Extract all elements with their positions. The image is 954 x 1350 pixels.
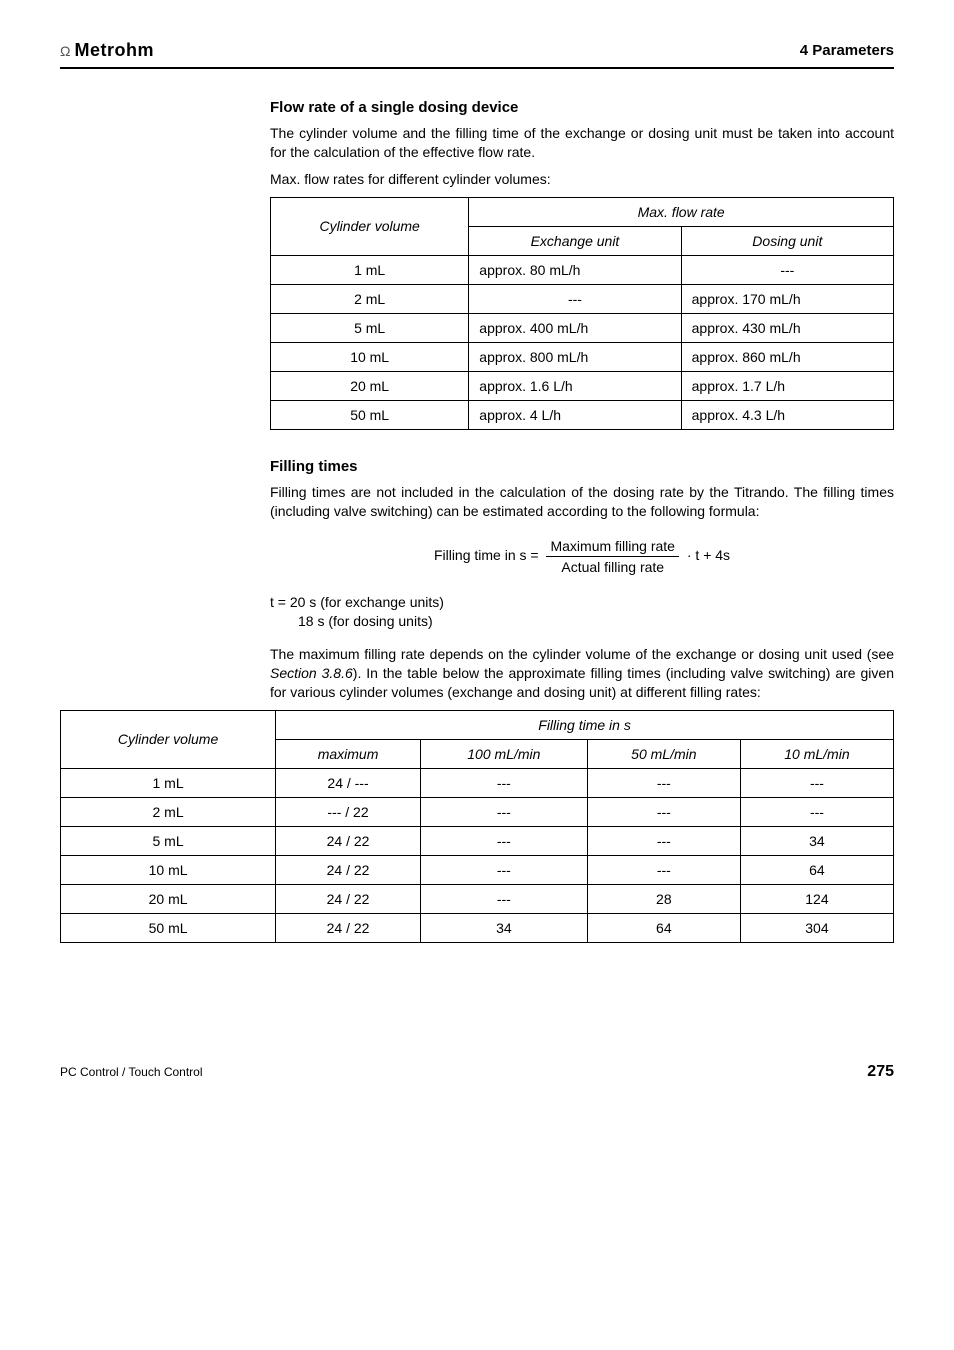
filling-time-table-wrap: Cylinder volume Filling time in s maximu… [60,710,894,943]
t2-head-50: 50 mL/min [587,739,740,768]
table-row: 10 mLapprox. 800 mL/happrox. 860 mL/h [271,342,894,371]
section-filling-times: Filling times Filling times are not incl… [270,458,894,702]
formula-lhs: Filling time in s = [434,548,539,564]
formula-fraction: Maximum filling rate Actual filling rate [546,538,678,575]
page-footer: PC Control / Touch Control 275 [60,1063,894,1081]
flow-rate-table: Cylinder volume Max. flow rate Exchange … [270,197,894,430]
flow-rate-para2: Max. flow rates for different cylinder v… [270,170,894,189]
formula-rhs: · t + 4s [687,548,730,564]
flow-rate-heading: Flow rate of a single dosing device [270,99,894,116]
table-row: 2 mL--- / 22--------- [61,797,894,826]
section-flow-rate: Flow rate of a single dosing device The … [270,99,894,430]
t2-head-cylinder: Cylinder volume [61,710,276,768]
t-line1: t = 20 s (for exchange units) [270,593,894,612]
table-row: 50 mLapprox. 4 L/happrox. 4.3 L/h [271,400,894,429]
filling-heading: Filling times [270,458,894,475]
table-row: 20 mLapprox. 1.6 L/happrox. 1.7 L/h [271,371,894,400]
formula-denominator: Actual filling rate [546,557,678,575]
flow-rate-para1: The cylinder volume and the filling time… [270,124,894,162]
table-row: 2 mL---approx. 170 mL/h [271,284,894,313]
header-section-title: 4 Parameters [800,42,894,59]
brand-text: Metrohm [74,40,154,61]
t1-head-max: Max. flow rate [469,197,894,226]
table-row: 10 mL24 / 22------64 [61,855,894,884]
page-header: Ω Metrohm 4 Parameters [60,40,894,69]
formula-numerator: Maximum filling rate [546,538,678,557]
table-row: 20 mL24 / 22---28124 [61,884,894,913]
t2-head-ft: Filling time in s [276,710,894,739]
table-row: 1 mLapprox. 80 mL/h--- [271,255,894,284]
t1-head-exchange: Exchange unit [469,226,681,255]
brand-icon: Ω [60,43,70,59]
table-row: 1 mL24 / ------------ [61,768,894,797]
t2-head-max: maximum [276,739,421,768]
t1-head-cylinder: Cylinder volume [271,197,469,255]
table-row: 50 mL24 / 223464304 [61,913,894,942]
filling-formula: Filling time in s = Maximum filling rate… [270,538,894,575]
table-row: 5 mL24 / 22------34 [61,826,894,855]
footer-left: PC Control / Touch Control [60,1065,203,1079]
page-number: 275 [867,1063,894,1081]
filling-para2: The maximum filling rate depends on the … [270,645,894,702]
table-row: 5 mLapprox. 400 mL/happrox. 430 mL/h [271,313,894,342]
t2-head-10: 10 mL/min [740,739,893,768]
filling-para1: Filling times are not included in the ca… [270,483,894,521]
brand-logo: Ω Metrohm [60,40,154,61]
t1-head-dosing: Dosing unit [681,226,893,255]
t-definition: t = 20 s (for exchange units) 18 s (for … [270,593,894,631]
filling-time-table: Cylinder volume Filling time in s maximu… [60,710,894,943]
t-line2: 18 s (for dosing units) [298,612,894,631]
t2-head-100: 100 mL/min [420,739,587,768]
